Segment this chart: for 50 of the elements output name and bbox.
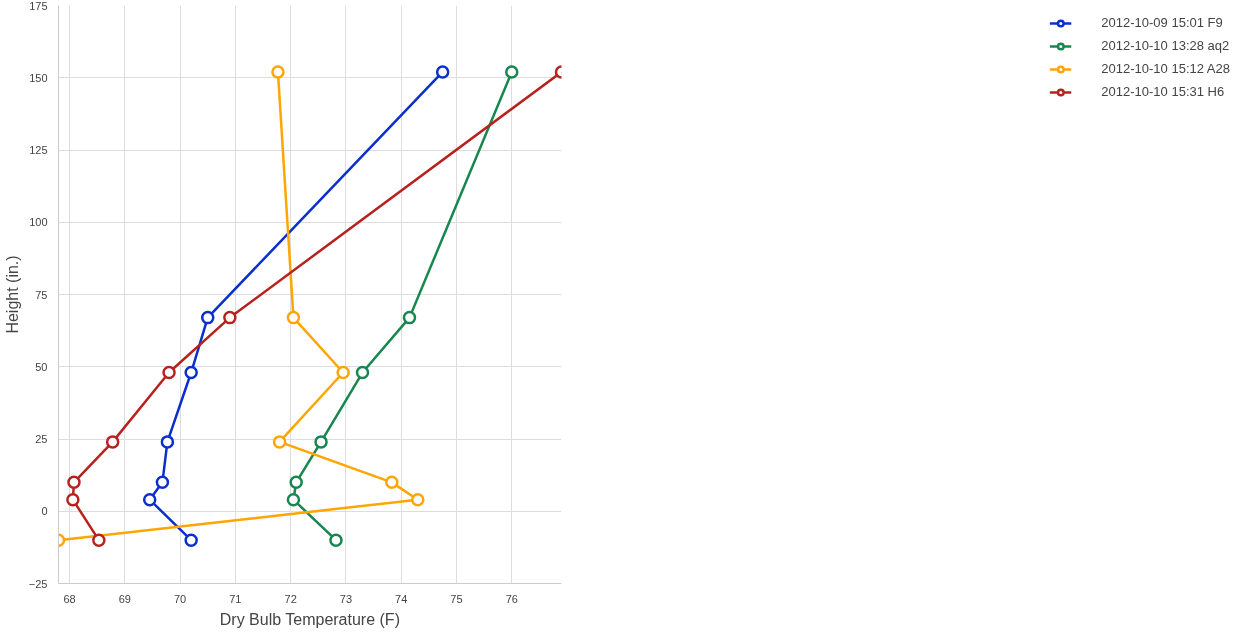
legend-label: 2012-10-10 15:31 H6 [1101,84,1225,99]
x-tick-label: 76 [505,592,518,605]
x-axis-title: Dry Bulb Temperature (F) [219,610,400,628]
point [105,435,120,449]
x-tick-label: 74 [395,592,408,605]
point [355,365,370,380]
point [329,533,343,547]
point [505,65,519,79]
x-tick-label: 73 [339,592,353,605]
point [271,65,285,79]
point [286,310,301,325]
x-tick-label: 71 [229,592,242,605]
point [184,533,198,547]
y-axis-title: Height (in.) [3,255,21,334]
point [336,365,350,380]
point [286,492,301,507]
y-tick-label: 175 [29,0,48,12]
x-tick-label: 70 [173,592,187,605]
point [314,435,328,449]
y-tick-label: 50 [35,360,48,373]
point [155,475,170,490]
y-tick-label: 25 [35,433,48,445]
y-tick-label: −25 [28,577,48,590]
legend-label: 2012-10-09 15:01 F9 [1101,15,1223,30]
point [67,475,81,490]
point [66,492,80,507]
y-tick-label: 75 [35,288,48,301]
y-tick-label: 125 [29,144,48,156]
x-tick-label: 72 [284,592,297,605]
point [160,435,175,449]
point [92,533,106,547]
legend-label: 2012-10-10 15:12 A28 [1101,61,1230,76]
y-tick-label: 150 [29,71,48,84]
point [272,435,287,449]
point [435,65,450,79]
point [223,310,237,325]
point [289,475,303,490]
legend-label: 2012-10-10 13:28 aq2 [1101,38,1230,53]
y-tick-label: 100 [29,216,48,229]
point [402,310,417,325]
point [184,365,198,380]
y-tick-label: 0 [41,505,48,518]
x-tick-label: 75 [450,592,463,605]
point [385,475,399,490]
point [411,492,425,507]
point [200,310,215,325]
point [162,365,176,380]
x-tick-label: 69 [118,592,131,605]
x-tick-label: 68 [63,592,76,605]
point [142,492,157,507]
